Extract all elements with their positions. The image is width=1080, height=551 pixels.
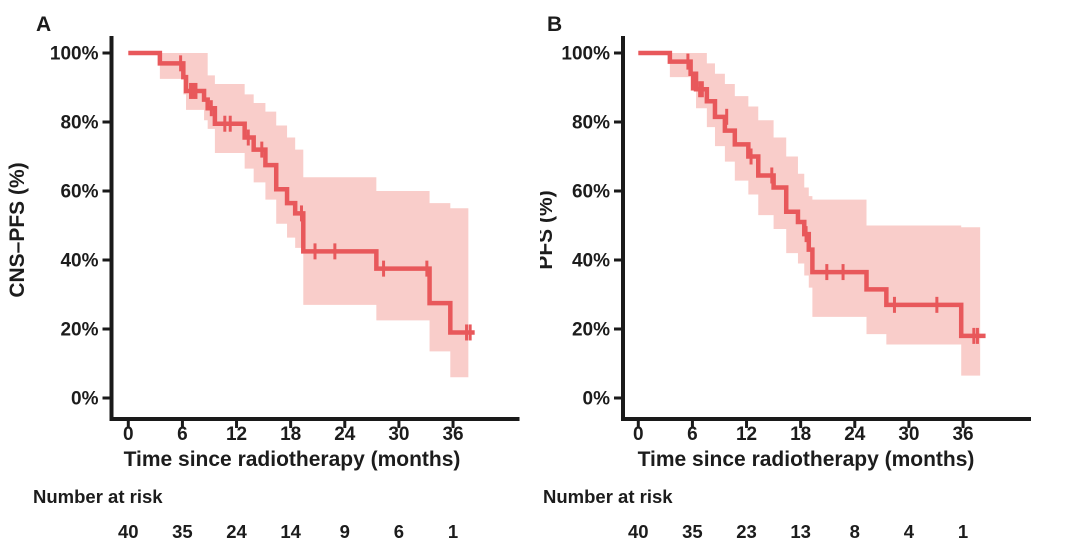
- panel-b-y-axis-title: PFS (%): [540, 190, 557, 269]
- number-at-risk-count: 40: [628, 521, 649, 542]
- x-tick-label: 12: [736, 424, 757, 445]
- panel-b-letter: B: [547, 13, 562, 36]
- panel-b-number-at-risk-label: Number at risk: [543, 486, 673, 507]
- number-at-risk-count: 6: [394, 521, 404, 542]
- x-tick-label: 12: [226, 424, 247, 445]
- number-at-risk-count: 35: [172, 521, 193, 542]
- y-tick-label: 80%: [60, 113, 98, 134]
- y-tick-label: 20%: [572, 320, 610, 341]
- x-tick-label: 0: [633, 424, 644, 445]
- x-tick-label: 0: [123, 424, 134, 445]
- panel-a-x-axis-title: Time since radiotherapy (months): [124, 448, 461, 471]
- x-tick-label: 36: [952, 424, 973, 445]
- km-curve: [638, 50, 986, 339]
- x-tick-label: 30: [898, 424, 919, 445]
- confidence-band: [669, 53, 981, 376]
- y-tick-label: 60%: [572, 182, 610, 203]
- number-at-risk-count: 35: [682, 521, 703, 542]
- number-at-risk-count: 14: [280, 521, 301, 542]
- panel-b-generated-plot: 0 40 6 35 12 23 18 13 24 8 30 4 36 1 100% 80% 60% 40% 20% 0…: [561, 36, 1031, 542]
- x-tick-label: 6: [687, 424, 698, 445]
- x-tick-label: 24: [334, 424, 356, 445]
- x-tick-label: 18: [790, 424, 811, 445]
- y-tick-label: 0%: [583, 389, 611, 410]
- number-at-risk-count: 24: [226, 521, 247, 542]
- y-tick-label: 40%: [572, 251, 610, 272]
- km-curve: [128, 50, 475, 335]
- x-tick-label: 24: [844, 424, 866, 445]
- x-tick-label: 30: [388, 424, 409, 445]
- x-tick-label: 6: [177, 424, 188, 445]
- y-tick-label: 100%: [50, 44, 99, 65]
- number-at-risk-count: 1: [958, 521, 968, 542]
- panel-a-number-at-risk-label: Number at risk: [33, 486, 163, 507]
- panel-a-y-axis-title: CNS–PFS (%): [6, 162, 29, 297]
- panel-b-x-axis-title: Time since radiotherapy (months): [638, 448, 975, 471]
- x-tick-label: 36: [442, 424, 463, 445]
- panel-a-generated-plot: 0 40 6 35 12 24 18 14 24 9 30 6 36 1 100% 80% 60% 40% 20% 0…: [50, 36, 520, 542]
- x-tick-label: 18: [280, 424, 301, 445]
- number-at-risk-count: 1: [448, 521, 458, 542]
- y-tick-label: 20%: [60, 320, 98, 341]
- y-tick-label: 100%: [561, 44, 610, 65]
- panel-a-cns-pfs: 0 40 6 35 12 24 18 14 24 9 30 6 36 1 100% 80% 60% 40% 20% 0…: [6, 13, 520, 542]
- y-tick-label: 60%: [60, 182, 98, 203]
- number-at-risk-count: 23: [736, 521, 757, 542]
- number-at-risk-count: 13: [790, 521, 811, 542]
- confidence-band: [159, 53, 469, 378]
- y-tick-label: 0%: [71, 389, 99, 410]
- panel-b-pfs: 0 40 6 35 12 23 18 13 24 8 30 4 36 1 100% 80% 60% 40% 20% 0…: [540, 13, 1031, 542]
- y-tick-label: 40%: [60, 251, 98, 272]
- number-at-risk-count: 9: [340, 521, 350, 542]
- number-at-risk-count: 8: [850, 521, 860, 542]
- number-at-risk-count: 40: [118, 521, 139, 542]
- panel-a-letter: A: [36, 13, 51, 36]
- y-tick-label: 80%: [572, 113, 610, 134]
- number-at-risk-count: 4: [904, 521, 915, 542]
